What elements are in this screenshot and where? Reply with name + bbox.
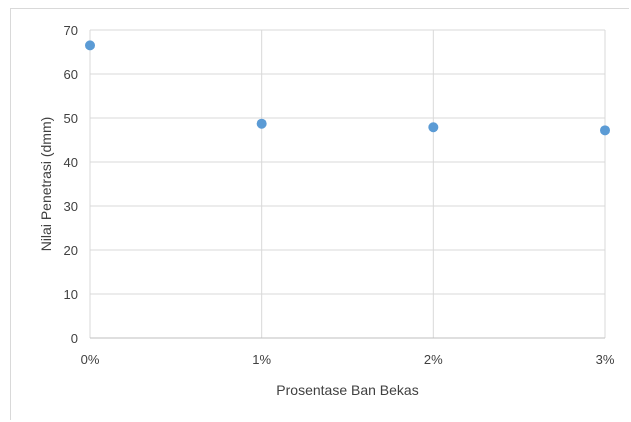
y-tick-label: 10 (64, 287, 78, 302)
data-point (428, 122, 439, 133)
data-point (600, 125, 610, 136)
y-axis-title: Nilai Penetrasi (dmm) (38, 117, 54, 252)
x-tick-labels: 0% 1% 2% 3% (81, 352, 615, 367)
x-tick-label: 3% (596, 352, 615, 367)
data-points (85, 40, 610, 136)
y-tick-labels: 0 10 20 30 40 50 60 70 (64, 23, 78, 346)
gridlines (89, 29, 606, 338)
y-tick-label: 0 (71, 331, 78, 346)
x-axis-title: Prosentase Ban Bekas (276, 382, 418, 398)
y-tick-label: 70 (64, 23, 78, 38)
data-point (256, 118, 267, 129)
y-tick-label: 30 (64, 199, 78, 214)
x-tick-label: 0% (81, 352, 100, 367)
y-tick-label: 60 (64, 67, 78, 82)
x-tick-label: 2% (424, 352, 443, 367)
chart-area (10, 8, 629, 420)
y-tick-label: 50 (64, 111, 78, 126)
x-tick-label: 1% (252, 352, 271, 367)
y-tick-label: 20 (64, 243, 78, 258)
data-point (85, 40, 95, 51)
y-tick-label: 40 (64, 155, 78, 170)
